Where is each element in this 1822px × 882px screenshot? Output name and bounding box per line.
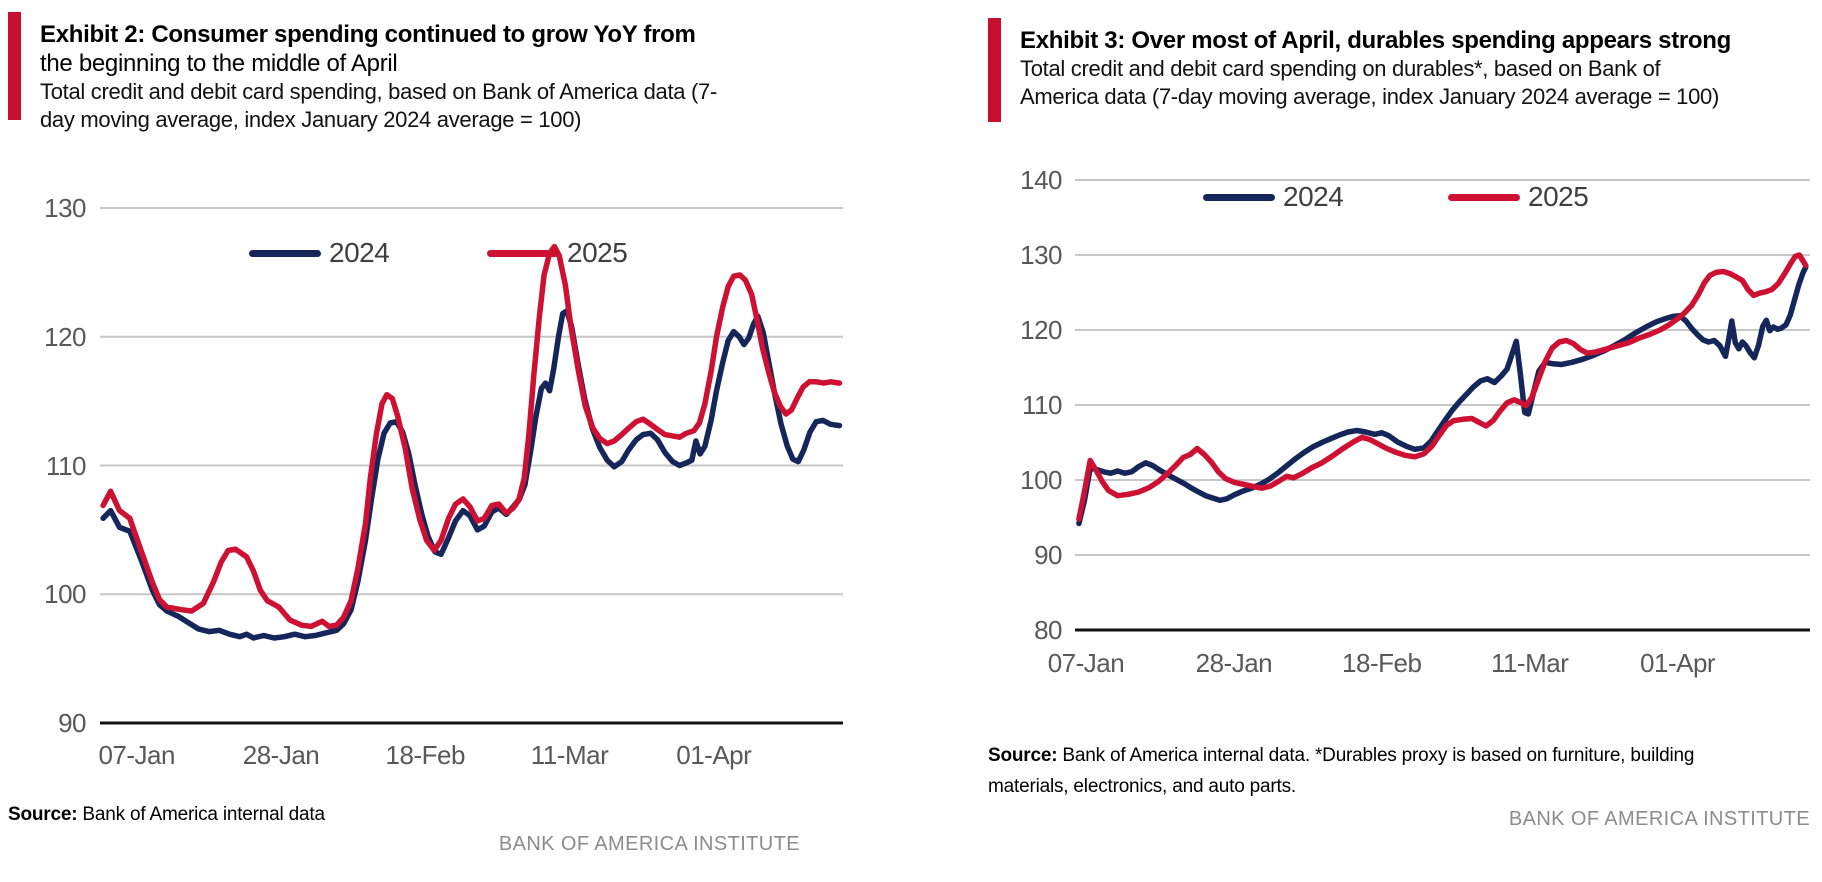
exhibit2-source: Source: Bank of America internal data (8, 799, 768, 830)
y-tick-label: 110 (1022, 390, 1062, 420)
source-label: Source: (8, 804, 78, 825)
exhibit2-subtitle-1: Total credit and debit card spending, ba… (40, 79, 718, 104)
source-label: Source: (988, 745, 1058, 766)
x-tick-label: 18-Feb (1342, 648, 1422, 678)
legend-label-2024: 2024 (1283, 181, 1344, 212)
exhibit3-legend-2025: 2025 (1448, 181, 1589, 212)
exhibit2-title-cont: the beginning to the middle of April (40, 50, 398, 77)
exhibit2-legend-2025: 2025 (487, 237, 628, 268)
x-tick-label: 11-Mar (1490, 648, 1569, 678)
y-tick-label: 130 (1020, 240, 1062, 270)
exhibit2-accent-bar (8, 12, 21, 120)
y-tick-label: 90 (58, 708, 86, 738)
x-tick-label: 01-Apr (676, 740, 752, 770)
exhibit3-source: Source: Bank of America internal data. *… (988, 740, 1788, 802)
series-line-2024 (100, 308, 843, 641)
x-tick-label: 07-Jan (98, 740, 175, 770)
x-tick-label: 01-Apr (1640, 648, 1716, 678)
exhibit3-title-block: Exhibit 3: Over most of April, durables … (1020, 26, 1820, 111)
legend-label-2025: 2025 (567, 237, 628, 268)
x-tick-label: 07-Jan (1047, 648, 1125, 678)
y-tick-label: 120 (44, 321, 86, 352)
y-tick-label: 80 (1034, 615, 1062, 645)
y-tick-label: 140 (1020, 165, 1062, 195)
exhibit2-footer: BANK OF AMERICA INSTITUTE (498, 833, 800, 855)
exhibit3-accent-bar (988, 18, 1001, 122)
exhibit3-legend-2024: 2024 (1203, 181, 1344, 212)
y-tick-label: 100 (44, 579, 86, 610)
x-tick-label: 18-Feb (385, 740, 466, 770)
exhibit2-subtitle-2: day moving average, index January 2024 a… (40, 107, 582, 132)
source-text: Bank of America internal data. *Durables… (1057, 745, 1695, 766)
legend-swatch-2025 (1448, 193, 1520, 201)
exhibit3-subtitle-1: Total credit and debit card spending on … (1020, 56, 1661, 81)
y-tick-label: 90 (1034, 540, 1062, 570)
legend-swatch-2024 (1203, 193, 1275, 201)
x-tick-label: 28-Jan (242, 740, 320, 770)
exhibit2-legend-2024: 2024 (249, 237, 390, 268)
series-line-2025 (100, 243, 843, 630)
series-line-2024 (1076, 264, 1809, 527)
exhibit2-title-bold: Exhibit 2: Consumer spending continued t… (40, 21, 696, 48)
source-text: Bank of America internal data (77, 804, 325, 825)
y-tick-label: 100 (1020, 465, 1062, 495)
exhibit3-footer: BANK OF AMERICA INSTITUTE (1508, 808, 1810, 830)
exhibit2-plot (100, 207, 843, 725)
exhibit3-subtitle-2: America data (7-day moving average, inde… (1020, 84, 1720, 109)
exhibit2-title-block: Exhibit 2: Consumer spending continued t… (40, 20, 920, 134)
series-line-2025 (1076, 252, 1809, 522)
x-tick-label: 28-Jan (1195, 648, 1273, 678)
legend-swatch-2024 (249, 249, 321, 257)
legend-swatch-2025 (487, 249, 559, 257)
y-tick-label: 110 (46, 450, 86, 481)
y-tick-label: 130 (44, 193, 86, 223)
source-text-line2: materials, electronics, and auto parts. (988, 776, 1296, 797)
y-tick-label: 120 (1020, 315, 1062, 345)
legend-label-2024: 2024 (329, 237, 390, 268)
exhibit3-plot (1075, 179, 1810, 632)
legend-label-2025: 2025 (1528, 181, 1589, 212)
exhibit3-title-bold: Exhibit 3: Over most of April, durables … (1020, 27, 1732, 54)
x-tick-label: 11-Mar (530, 740, 609, 770)
